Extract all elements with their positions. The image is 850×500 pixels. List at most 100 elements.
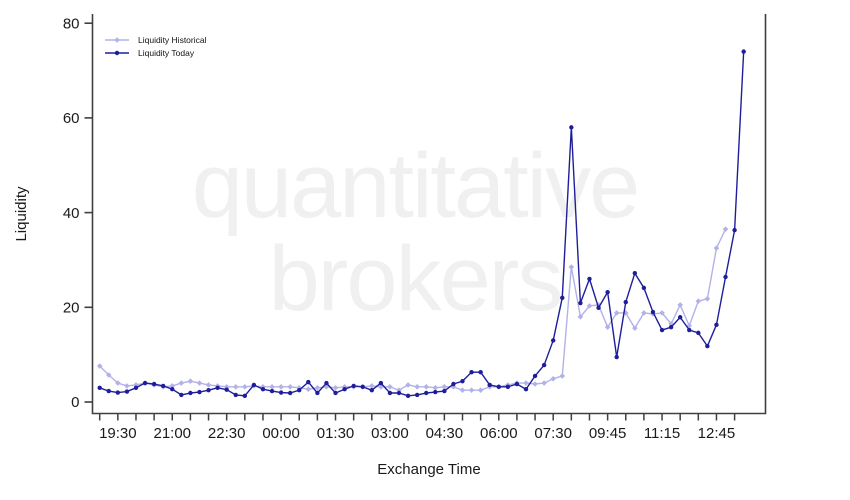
- data-point: [559, 373, 565, 379]
- data-point: [551, 338, 555, 342]
- data-point: [532, 381, 538, 387]
- y-tick-label: 20: [63, 300, 80, 317]
- x-tick-label: 12:45: [698, 425, 736, 442]
- data-point: [387, 384, 393, 390]
- y-tick-label: 80: [63, 15, 80, 32]
- series-line-liquidity-historical: [100, 229, 726, 390]
- y-tick-label: 40: [63, 205, 80, 222]
- x-tick-label: 09:45: [589, 425, 627, 442]
- data-point: [732, 228, 736, 232]
- data-point: [179, 393, 183, 397]
- data-point: [741, 49, 745, 53]
- data-point: [642, 286, 646, 290]
- data-point: [324, 381, 328, 385]
- data-point: [179, 380, 185, 386]
- data-point: [243, 394, 247, 398]
- data-point: [197, 380, 203, 386]
- data-point: [723, 275, 727, 279]
- data-point: [351, 384, 355, 388]
- legend-item-historical: Liquidity Historical: [103, 33, 207, 46]
- data-point: [515, 382, 519, 386]
- data-point: [170, 387, 174, 391]
- data-point: [206, 388, 210, 392]
- data-point: [660, 328, 664, 332]
- data-point: [687, 328, 691, 332]
- data-point: [433, 390, 437, 394]
- legend-item-today: Liquidity Today: [103, 46, 207, 59]
- data-point: [578, 301, 582, 305]
- legend-swatch-historical-icon: [103, 35, 131, 45]
- y-axis-title: Liquidity: [13, 144, 31, 284]
- data-point: [432, 385, 438, 391]
- data-point: [488, 383, 492, 387]
- data-point: [596, 306, 600, 310]
- data-point: [605, 290, 609, 294]
- data-point: [233, 384, 239, 390]
- data-point: [651, 310, 655, 314]
- data-point: [678, 315, 682, 319]
- data-point: [333, 391, 337, 395]
- data-point: [279, 390, 283, 394]
- liquidity-chart: quantitative brokers 02040608019:3021:00…: [0, 0, 850, 500]
- data-point: [523, 380, 529, 386]
- data-point: [705, 344, 709, 348]
- data-point: [569, 264, 575, 270]
- plot-svg: 02040608019:3021:0022:3000:0001:3003:000…: [0, 0, 850, 500]
- data-point: [342, 387, 346, 391]
- legend-label-historical: Liquidity Historical: [138, 35, 207, 45]
- data-point: [124, 383, 130, 389]
- data-point: [414, 384, 420, 390]
- data-point: [677, 302, 683, 308]
- data-point: [288, 391, 292, 395]
- data-point: [696, 331, 700, 335]
- x-tick-label: 11:15: [644, 425, 680, 442]
- data-point: [379, 381, 383, 385]
- data-point: [469, 370, 473, 374]
- legend: Liquidity Historical Liquidity Today: [103, 33, 207, 59]
- data-point: [206, 382, 212, 388]
- data-point: [633, 271, 637, 275]
- data-point: [569, 125, 573, 129]
- x-tick-label: 04:30: [426, 425, 464, 442]
- data-point: [107, 389, 111, 393]
- data-point: [388, 391, 392, 395]
- data-point: [143, 381, 147, 385]
- data-point: [269, 384, 275, 390]
- data-point: [614, 355, 618, 359]
- data-point: [252, 383, 256, 387]
- data-point: [125, 389, 129, 393]
- data-point: [541, 380, 547, 386]
- data-point: [98, 386, 102, 390]
- data-point: [533, 374, 537, 378]
- data-point: [397, 391, 401, 395]
- x-tick-label: 01:30: [317, 425, 355, 442]
- x-tick-label: 19:30: [99, 425, 137, 442]
- data-point: [424, 391, 428, 395]
- data-point: [714, 323, 718, 327]
- data-point: [370, 388, 374, 392]
- data-point: [506, 385, 510, 389]
- data-point: [442, 389, 446, 393]
- data-point: [478, 387, 484, 393]
- data-point: [705, 296, 711, 302]
- data-point: [116, 390, 120, 394]
- data-point: [415, 393, 419, 397]
- data-point: [423, 384, 429, 390]
- data-point: [161, 384, 165, 388]
- data-point: [333, 385, 339, 391]
- x-axis-title: Exchange Time: [92, 461, 766, 478]
- data-point: [460, 379, 464, 383]
- data-point: [524, 387, 528, 391]
- data-point: [278, 384, 284, 390]
- x-tick-label: 06:00: [480, 425, 518, 442]
- legend-label-today: Liquidity Today: [138, 48, 194, 58]
- axis-box: [93, 14, 766, 414]
- data-point: [406, 394, 410, 398]
- y-tick-label: 60: [63, 110, 80, 127]
- data-point: [261, 387, 265, 391]
- data-point: [361, 385, 365, 389]
- data-point: [714, 245, 720, 251]
- x-tick-label: 22:30: [208, 425, 246, 442]
- data-point: [624, 300, 628, 304]
- data-point: [451, 382, 455, 386]
